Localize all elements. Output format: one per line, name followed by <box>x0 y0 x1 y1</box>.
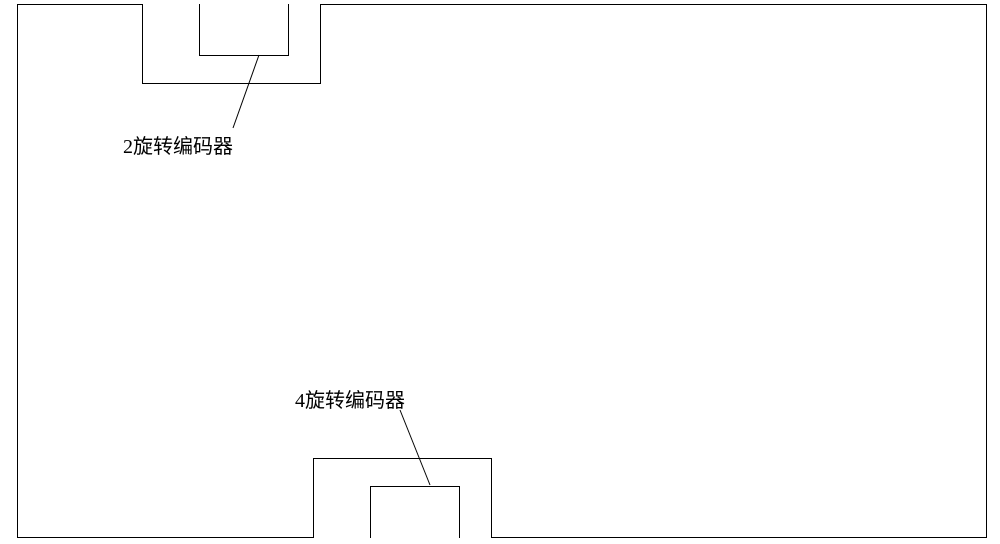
top-encoder-label: 2旋转编码器 <box>123 130 233 159</box>
diagram-canvas: 2旋转编码器 4旋转编码器 <box>0 0 1000 544</box>
top-inner-block <box>199 4 289 56</box>
bottom-encoder-label: 4旋转编码器 <box>295 384 405 413</box>
outer-frame <box>17 4 987 538</box>
bottom-inner-block <box>370 486 460 538</box>
